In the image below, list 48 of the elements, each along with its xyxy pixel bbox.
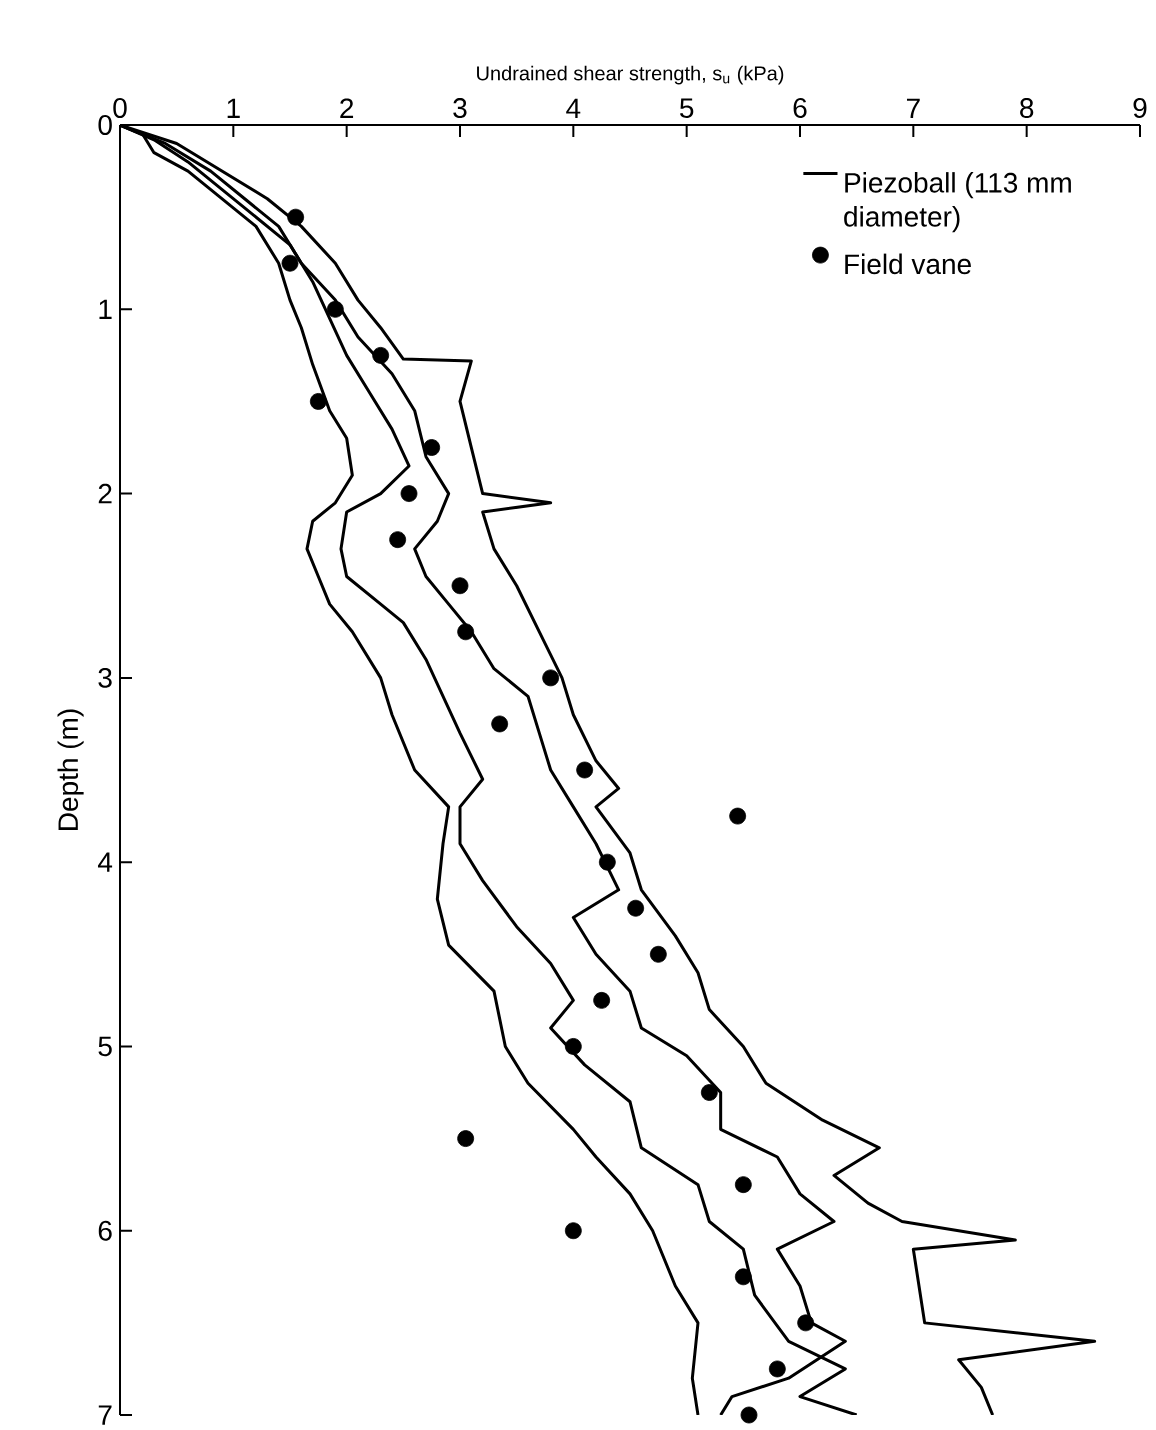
point (734, 1176, 752, 1194)
y-tick-label: 6 (98, 1220, 112, 1241)
y-tick-label: 3 (98, 667, 112, 688)
legend-label: Field vane (845, 253, 971, 275)
x-tick-label: 6 (793, 98, 807, 118)
y-tick-label: 4 (97, 852, 113, 872)
x-tick-label: 5 (680, 98, 694, 118)
point (598, 853, 616, 871)
point (287, 208, 305, 226)
point (627, 899, 645, 917)
point (372, 346, 390, 364)
y-tick-label: 5 (98, 1036, 112, 1057)
point (768, 1360, 786, 1378)
y-tick-label: 7 (98, 1405, 112, 1425)
x-axis-title: Undrained shear strength, s$_{u}$ (kPa) (477, 65, 784, 85)
point (423, 439, 441, 456)
point (326, 300, 344, 318)
x-tick-label: 2 (340, 98, 354, 118)
x-tick-label: 0 (113, 98, 127, 118)
point (649, 945, 667, 963)
point (700, 1084, 718, 1101)
point (576, 761, 594, 779)
point (281, 254, 299, 272)
y-tick-label: 2 (98, 483, 112, 504)
point (309, 393, 327, 410)
x-tick-label: 8 (1020, 98, 1034, 118)
x-tick-label: 9 (1133, 98, 1147, 118)
point (389, 531, 407, 549)
point (451, 577, 469, 595)
point (593, 991, 611, 1009)
point (457, 623, 475, 641)
x-tick-label: 7 (906, 98, 920, 118)
point (491, 715, 509, 733)
y-axis-title: Depth (m) (57, 709, 84, 830)
x-tick-label: 1 (227, 98, 240, 118)
point (457, 1130, 475, 1147)
y-tick-label: 1 (99, 299, 112, 319)
point (734, 1268, 752, 1286)
point (797, 1314, 815, 1332)
x-tick-label: 4 (566, 98, 581, 118)
point (564, 1038, 582, 1055)
point (542, 669, 560, 687)
point (729, 807, 747, 825)
legend-label: Piezoball (113 mm diameter) (844, 172, 1071, 233)
point (400, 485, 418, 502)
y-tick-label: 0 (98, 115, 112, 135)
point (564, 1222, 582, 1240)
x-tick-label: 3 (453, 98, 467, 118)
